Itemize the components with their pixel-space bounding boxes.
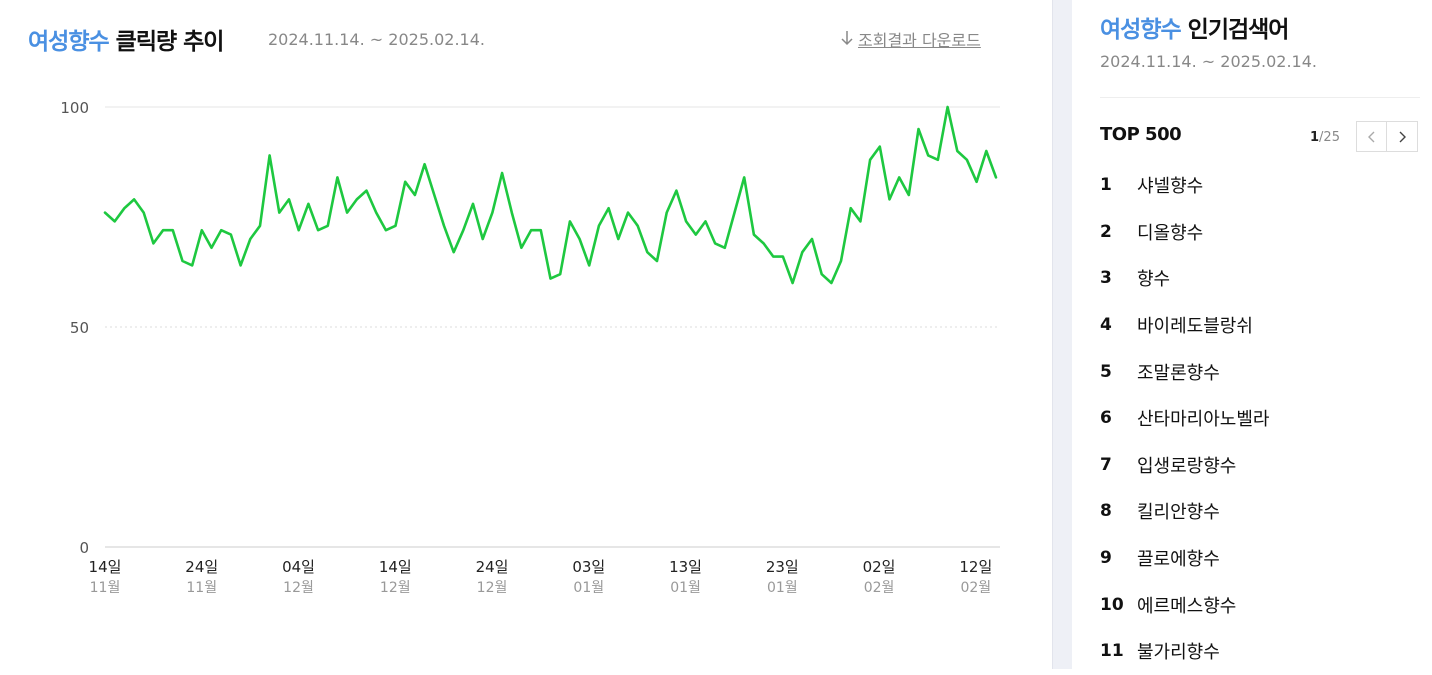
rank-keyword: 바이레도블랑쉬 bbox=[1137, 316, 1253, 338]
x-tick-day: 03일 bbox=[572, 558, 605, 576]
popular-keywords-panel: 여성향수 인기검색어 2024.11.14. ~ 2025.02.14. TOP… bbox=[1072, 0, 1432, 669]
sidebar-title: 여성향수 인기검색어 bbox=[1100, 10, 1290, 44]
sidebar-title-suffix: 인기검색어 bbox=[1187, 17, 1290, 43]
series-line bbox=[103, 105, 998, 285]
rank-item[interactable]: 3 향수 bbox=[1100, 255, 1269, 302]
rank-number: 4 bbox=[1100, 315, 1112, 336]
x-tick-month: 11월 bbox=[186, 580, 217, 596]
rank-keyword: 조말론향수 bbox=[1137, 362, 1220, 384]
rank-keyword: 입생로랑향수 bbox=[1137, 455, 1237, 477]
x-tick-day: 02일 bbox=[863, 558, 896, 576]
rank-number: 3 bbox=[1100, 268, 1112, 289]
chart-title-keyword: 여성향수 bbox=[28, 29, 110, 55]
page-current: 1 bbox=[1310, 130, 1320, 145]
rank-item[interactable]: 11 불가리향수 bbox=[1100, 628, 1269, 675]
rank-keyword: 샤넬향수 bbox=[1137, 176, 1204, 198]
page-total: /25 bbox=[1319, 130, 1340, 145]
rank-number: 5 bbox=[1100, 361, 1112, 382]
chart-title: 여성향수 클릭량 추이 bbox=[28, 22, 225, 56]
download-results-link[interactable]: 조회결과 다운로드 bbox=[840, 27, 981, 51]
rank-item[interactable]: 5 조말론향수 bbox=[1100, 348, 1269, 395]
rank-number: 11 bbox=[1100, 641, 1124, 662]
rank-keyword: 디올향수 bbox=[1137, 222, 1204, 244]
click-trend-chart: 0 50 100 14일 11월 24일 11월 04일 12월 14일 12월 24일 12월 03일 0… bbox=[60, 99, 1000, 596]
chart-date-range: 2024.11.14. ~ 2025.02.14. bbox=[268, 30, 485, 49]
x-tick-month: 11월 bbox=[90, 580, 121, 596]
rank-number: 1 bbox=[1100, 175, 1112, 196]
x-tick-month: 12월 bbox=[283, 580, 314, 596]
download-arrow-icon bbox=[840, 30, 854, 50]
rank-item[interactable]: 10 에르메스향수 bbox=[1100, 581, 1269, 628]
x-tick-month: 01월 bbox=[573, 580, 604, 596]
rank-item[interactable]: 6 산타마리아노벨라 bbox=[1100, 395, 1269, 442]
rank-number: 7 bbox=[1100, 454, 1112, 475]
x-tick-day: 14일 bbox=[89, 558, 122, 576]
rank-number: 6 bbox=[1100, 408, 1112, 429]
rank-item[interactable]: 1 샤넬향수 bbox=[1100, 162, 1269, 209]
x-tick-month: 01월 bbox=[670, 580, 701, 596]
rank-item[interactable]: 4 바이레도블랑쉬 bbox=[1100, 302, 1269, 349]
x-tick-day: 04일 bbox=[282, 558, 315, 576]
x-tick-month: 02월 bbox=[960, 580, 991, 596]
rank-keyword: 끌로에향수 bbox=[1137, 549, 1220, 571]
rank-number: 2 bbox=[1100, 221, 1112, 242]
page-indicator: 1/25 bbox=[1310, 130, 1340, 145]
rank-item[interactable]: 2 디올향수 bbox=[1100, 209, 1269, 256]
sidebar-date-range: 2024.11.14. ~ 2025.02.14. bbox=[1100, 52, 1317, 71]
x-tick-day: 14일 bbox=[379, 558, 412, 576]
sidebar-title-keyword: 여성향수 bbox=[1100, 17, 1182, 43]
prev-page-button[interactable] bbox=[1356, 121, 1387, 152]
rank-item[interactable]: 7 입생로랑향수 bbox=[1100, 442, 1269, 489]
rank-number: 10 bbox=[1100, 594, 1124, 615]
top-label: TOP 500 bbox=[1100, 124, 1182, 145]
x-tick-month: 12월 bbox=[477, 580, 508, 596]
next-page-button[interactable] bbox=[1387, 121, 1418, 152]
rank-keyword: 불가리향수 bbox=[1137, 642, 1220, 664]
panel-divider bbox=[1052, 0, 1072, 669]
x-tick-month: 01월 bbox=[767, 580, 798, 596]
y-tick-label: 100 bbox=[60, 99, 89, 117]
y-tick-label: 0 bbox=[79, 539, 89, 557]
chart-title-suffix: 클릭량 추이 bbox=[115, 29, 225, 55]
x-tick-month: 02월 bbox=[864, 580, 895, 596]
chevron-right-icon bbox=[1399, 131, 1406, 142]
x-tick-month: 12월 bbox=[380, 580, 411, 596]
pagination-buttons bbox=[1356, 121, 1418, 152]
sidebar-separator bbox=[1100, 97, 1420, 98]
rank-list: 1 샤넬향수 2 디올향수 3 향수 4 바이레도블랑쉬 5 조말론향수 6 산타마리아노벨라 7 입생로… bbox=[1100, 162, 1269, 675]
x-tick-day: 12일 bbox=[959, 558, 992, 576]
rank-keyword: 킬리안향수 bbox=[1137, 502, 1220, 524]
trend-panel: 여성향수 클릭량 추이 2024.11.14. ~ 2025.02.14. 조회… bbox=[28, 22, 1000, 596]
x-tick-day: 13일 bbox=[669, 558, 702, 576]
rank-keyword: 산타마리아노벨라 bbox=[1137, 409, 1270, 431]
rank-item[interactable]: 9 끌로에향수 bbox=[1100, 535, 1269, 582]
x-tick-day: 24일 bbox=[185, 558, 218, 576]
x-tick-day: 24일 bbox=[476, 558, 509, 576]
x-tick-day: 23일 bbox=[766, 558, 799, 576]
rank-keyword: 에르메스향수 bbox=[1137, 595, 1237, 617]
y-tick-label: 50 bbox=[70, 319, 89, 337]
chevron-left-icon bbox=[1367, 131, 1374, 142]
download-label: 조회결과 다운로드 bbox=[858, 31, 981, 50]
rank-number: 8 bbox=[1100, 501, 1112, 522]
rank-item[interactable]: 8 킬리안향수 bbox=[1100, 488, 1269, 535]
rank-keyword: 향수 bbox=[1137, 269, 1171, 291]
rank-number: 9 bbox=[1100, 548, 1112, 569]
